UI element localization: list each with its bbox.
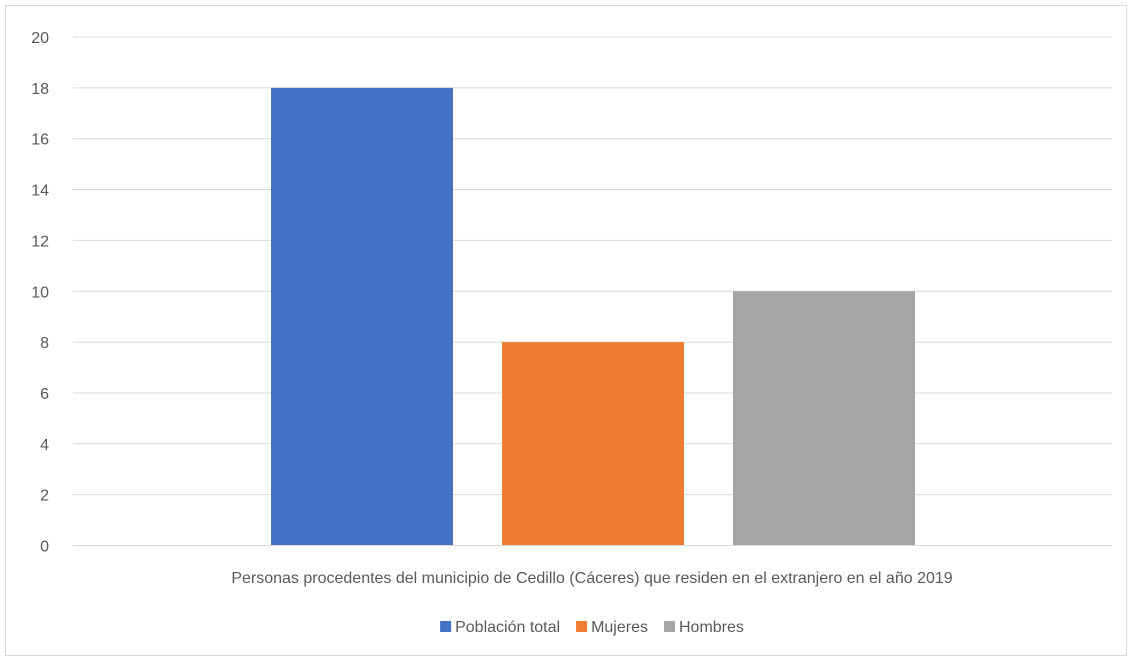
legend-swatch — [576, 621, 588, 632]
legend-swatch — [440, 621, 452, 632]
legend-label: Población total — [455, 619, 560, 636]
gridlines — [73, 36, 1112, 496]
bar-población-total — [271, 87, 453, 546]
legend-swatch — [663, 621, 675, 632]
category-label: Personas procedentes del municipio de Ce… — [231, 570, 952, 587]
y-axis-ticks: 0 2 4 6 8 10 12 14 16 18 20 — [31, 30, 49, 556]
bar-hombres — [733, 291, 915, 546]
y-tick-label: 4 — [40, 437, 49, 454]
bar-mujeres — [502, 342, 684, 546]
y-tick-label: 12 — [31, 233, 49, 250]
y-tick-label: 14 — [31, 183, 49, 200]
chart-frame — [5, 5, 1127, 656]
y-tick-label: 6 — [40, 386, 49, 403]
y-tick-label: 0 — [40, 539, 49, 556]
y-tick-label: 20 — [31, 30, 49, 47]
bars — [271, 87, 915, 546]
y-tick-label: 8 — [40, 335, 49, 352]
legend: Población total Mujeres Hombres — [440, 619, 744, 636]
y-tick-label: 10 — [31, 284, 49, 301]
legend-label: Hombres — [679, 619, 744, 636]
legend-label: Mujeres — [591, 619, 648, 636]
y-tick-label: 16 — [31, 132, 49, 149]
y-tick-label: 18 — [31, 81, 49, 98]
y-tick-label: 2 — [40, 488, 49, 505]
